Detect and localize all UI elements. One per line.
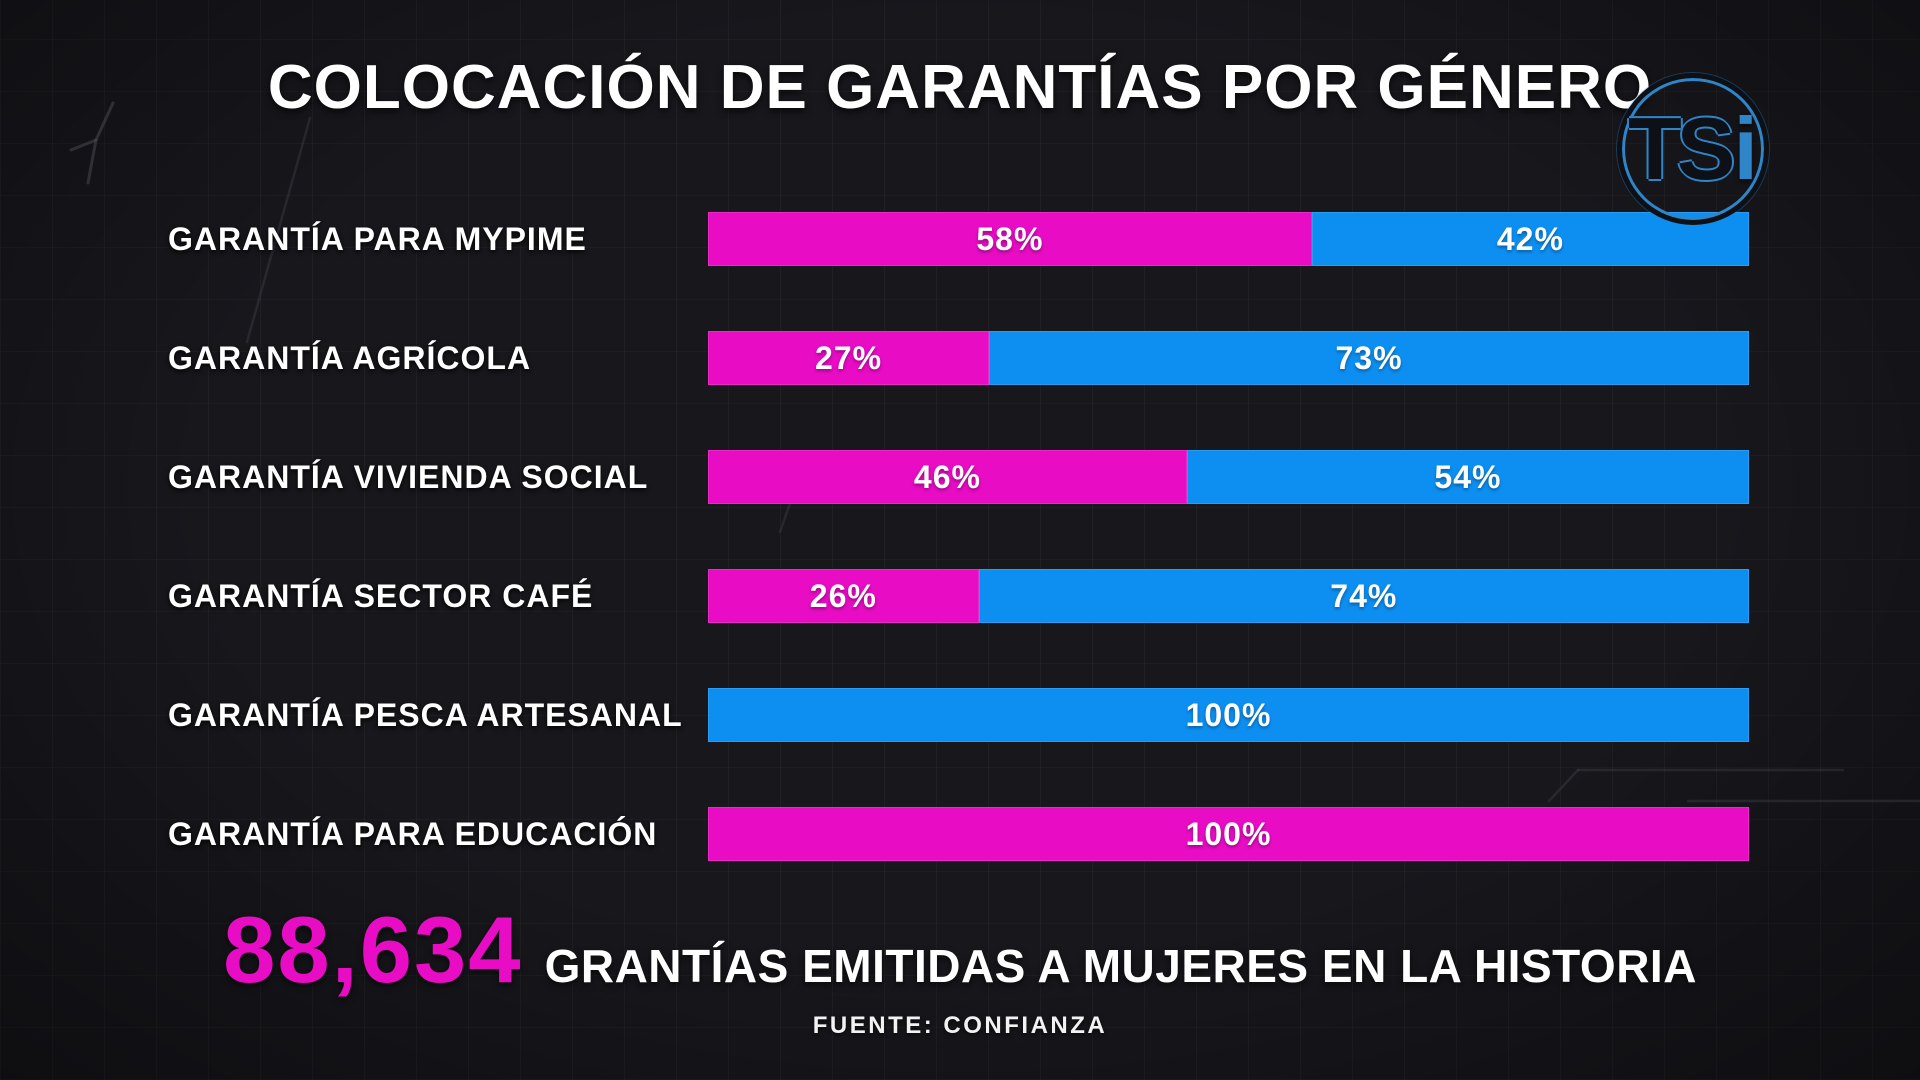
bar-value-label: 54% [1434, 458, 1502, 495]
bar-chart: GARANTÍA PARA MYPIME 58% 42% GARANTÍA AGRÍC… [168, 212, 1749, 861]
bar-segment-magenta: 58% [708, 212, 1312, 266]
bar-segment-magenta: 26% [708, 569, 979, 623]
decor-branch-line [69, 101, 115, 152]
tsi-logo-letters-ts: TS [1628, 99, 1735, 198]
category-label: GARANTÍA AGRÍCOLA [168, 339, 532, 376]
chart-row: GARANTÍA VIVIENDA SOCIAL 46% 54% [168, 450, 1749, 504]
bar-track: 100% [708, 807, 1749, 861]
bar-value-label: 100% [1185, 815, 1272, 852]
footer-stat-line: 88,634 GRANTÍAS EMITIDAS A MUJERES EN LA… [0, 903, 1920, 997]
decor-diagonal-line [1547, 768, 1580, 803]
category-label: GARANTÍA PARA MYPIME [168, 220, 587, 257]
bar-value-label: 74% [1330, 577, 1398, 614]
bar-segment-magenta: 27% [708, 331, 990, 385]
bar-segment-magenta: 100% [708, 807, 1749, 861]
chart-row: GARANTÍA SECTOR CAFÉ 26% 74% [168, 569, 1749, 623]
bar-segment-magenta: 46% [708, 450, 1187, 504]
tsi-logo-letter-i: i [1733, 99, 1758, 198]
bar-value-label: 100% [1185, 696, 1272, 733]
bar-track: 26% 74% [708, 569, 1749, 623]
bar-track: 46% 54% [708, 450, 1749, 504]
category-label: GARANTÍA VIVIENDA SOCIAL [168, 458, 649, 495]
bar-value-label: 27% [815, 339, 883, 376]
tsi-logo: TS i [1617, 73, 1769, 225]
category-label: GARANTÍA SECTOR CAFÉ [168, 577, 594, 614]
bar-track: 27% 73% [708, 331, 1749, 385]
bar-track: 100% [708, 688, 1749, 742]
chart-row: GARANTÍA PESCA ARTESANAL 100% [168, 688, 1749, 742]
bar-segment-blue: 100% [708, 688, 1749, 742]
bar-value-label: 73% [1335, 339, 1403, 376]
bar-value-label: 42% [1496, 220, 1564, 257]
source-text: FUENTE: CONFIANZA [812, 1012, 1108, 1039]
bar-segment-blue: 54% [1186, 450, 1749, 504]
bar-segment-blue: 74% [978, 569, 1749, 623]
chart-row: GARANTÍA PARA EDUCACIÓN 100% [168, 807, 1749, 861]
category-label: GARANTÍA PARA EDUCACIÓN [168, 815, 658, 852]
total-guarantees-number: 88,634 [223, 897, 523, 1002]
page-title: COLOCACIÓN DE GARANTÍAS POR GÉNERO [267, 53, 1653, 122]
bar-value-label: 58% [976, 220, 1044, 257]
decor-diagonal-line [245, 116, 312, 344]
footer-caption: GRANTÍAS EMITIDAS A MUJERES EN LA HISTOR… [544, 940, 1697, 992]
bar-value-label: 46% [913, 458, 981, 495]
chart-row: GARANTÍA AGRÍCOLA 27% 73% [168, 331, 1749, 385]
bar-value-label: 26% [809, 577, 877, 614]
bar-track: 58% 42% [708, 212, 1749, 266]
bar-segment-blue: 73% [989, 331, 1749, 385]
decor-branch-line [86, 138, 98, 185]
chart-row: GARANTÍA PARA MYPIME 58% 42% [168, 212, 1749, 266]
category-label: GARANTÍA PESCA ARTESANAL [168, 696, 683, 733]
